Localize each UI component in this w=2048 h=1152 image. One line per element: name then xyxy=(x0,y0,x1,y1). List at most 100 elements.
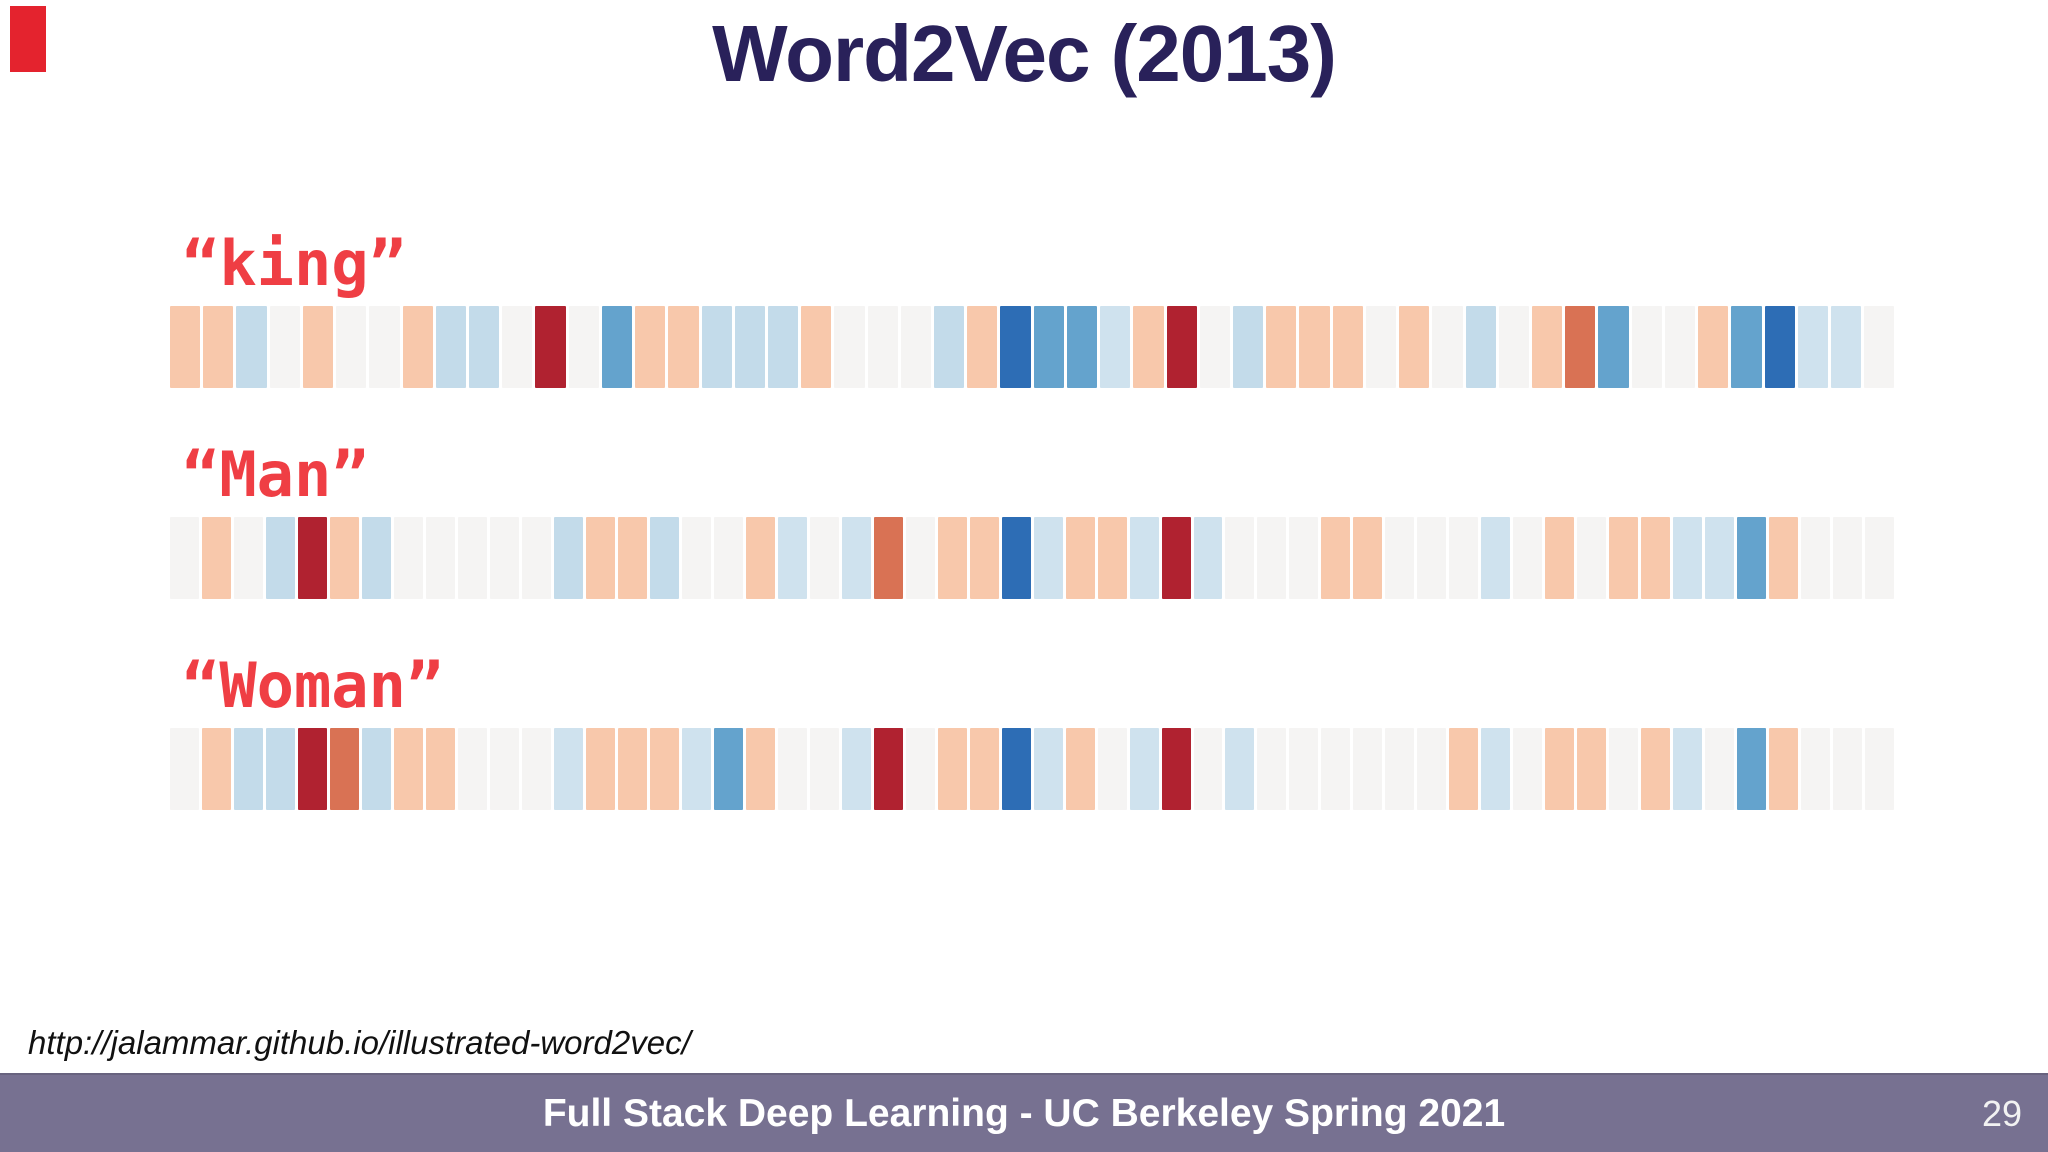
embedding-cell xyxy=(297,517,327,599)
embedding-cell xyxy=(841,728,871,810)
source-url: http://jalammar.github.io/illustrated-wo… xyxy=(28,1024,691,1061)
page-number: 29 xyxy=(1981,1092,2022,1134)
embedding-cell xyxy=(937,517,967,599)
embedding-cell xyxy=(601,306,633,388)
embedding-cell xyxy=(967,306,998,388)
embedding-cell xyxy=(457,517,487,599)
embedding-cell xyxy=(1001,517,1031,599)
embedding-strip xyxy=(170,306,1895,388)
embedding-cell xyxy=(937,728,967,810)
embedding-cell xyxy=(1864,306,1895,388)
embedding-cell xyxy=(201,728,231,810)
embedding-cell xyxy=(1737,728,1767,810)
embedding-cell xyxy=(649,728,679,810)
embedding-cell xyxy=(1764,306,1795,388)
embedding-cell xyxy=(265,517,295,599)
embedding-cell xyxy=(1199,306,1230,388)
embedding-cell xyxy=(1129,728,1159,810)
embedding-cell xyxy=(1417,728,1447,810)
embedding-cell xyxy=(1161,517,1191,599)
embedding-cell xyxy=(1833,728,1863,810)
embedding-cell xyxy=(1833,517,1863,599)
embedding-cell xyxy=(841,517,871,599)
embedding-cell xyxy=(489,728,519,810)
slide-title: Word2Vec (2013) xyxy=(712,9,1337,98)
embedding-cell xyxy=(1100,306,1131,388)
embedding-cell xyxy=(553,517,583,599)
embedding-cell xyxy=(1598,306,1629,388)
embedding-cell xyxy=(1449,728,1479,810)
embedding-strip xyxy=(170,728,1895,810)
embedding-cell xyxy=(649,517,679,599)
embedding-cell xyxy=(867,306,898,388)
word-label: “Woman” xyxy=(182,648,444,722)
embedding-cell xyxy=(170,728,199,810)
embedding-cell xyxy=(535,306,566,388)
embedding-cell xyxy=(1797,306,1828,388)
embedding-cell xyxy=(617,728,647,810)
embedding-cell xyxy=(369,306,400,388)
embedding-cell xyxy=(1233,306,1264,388)
embedding-cell xyxy=(1865,517,1895,599)
embedding-cell xyxy=(1332,306,1363,388)
embedding-cell xyxy=(1166,306,1197,388)
embedding-cell xyxy=(1289,517,1319,599)
embedding-cell xyxy=(1513,728,1543,810)
embedding-cell xyxy=(329,728,359,810)
embedding-cell xyxy=(1830,306,1862,388)
embedding-cell xyxy=(1673,728,1703,810)
embedding-cell xyxy=(1321,728,1351,810)
embedding-cell xyxy=(905,728,935,810)
embedding-cell xyxy=(1385,728,1415,810)
embedding-cell xyxy=(1033,517,1063,599)
embedding-cell xyxy=(265,728,295,810)
embedding-cell xyxy=(1066,306,1098,388)
embedding-cell xyxy=(1641,517,1671,599)
embedding-cell xyxy=(521,728,551,810)
embedding-cell xyxy=(1353,517,1383,599)
word-label: “Man” xyxy=(182,437,369,511)
embedding-cell xyxy=(934,306,965,388)
embedding-cell xyxy=(1609,517,1639,599)
embedding-cell xyxy=(809,517,839,599)
embedding-cell xyxy=(1001,728,1031,810)
embedding-rows: “king” “Man” “Woman” xyxy=(170,220,1895,853)
embedding-cell xyxy=(1498,306,1529,388)
embedding-cell xyxy=(1481,728,1511,810)
embedding-cell xyxy=(336,306,367,388)
embedding-strip xyxy=(170,517,1895,599)
embedding-cell xyxy=(203,306,234,388)
embedding-cell xyxy=(1565,306,1596,388)
embedding-cell xyxy=(777,728,807,810)
red-accent-block xyxy=(10,6,46,72)
embedding-row: “king” xyxy=(170,220,1895,388)
embedding-cell xyxy=(1737,517,1767,599)
embedding-cell xyxy=(1299,306,1330,388)
embedding-cell xyxy=(489,517,519,599)
embedding-cell xyxy=(1033,728,1063,810)
embedding-cell xyxy=(905,517,935,599)
embedding-cell xyxy=(745,517,775,599)
footer-bar: Full Stack Deep Learning - UC Berkeley S… xyxy=(0,1073,2048,1152)
embedding-cell xyxy=(1513,517,1543,599)
embedding-cell xyxy=(681,517,711,599)
embedding-cell xyxy=(777,517,807,599)
embedding-cell xyxy=(767,306,799,388)
embedding-cell xyxy=(435,306,466,388)
embedding-cell xyxy=(1065,728,1095,810)
embedding-cell xyxy=(233,517,263,599)
embedding-cell xyxy=(1673,517,1703,599)
embedding-cell xyxy=(269,306,300,388)
embedding-cell xyxy=(1365,306,1397,388)
embedding-cell xyxy=(1417,517,1447,599)
embedding-cell xyxy=(668,306,699,388)
embedding-cell xyxy=(1865,728,1895,810)
embedding-cell xyxy=(1801,728,1831,810)
embedding-cell xyxy=(1465,306,1496,388)
embedding-cell xyxy=(713,517,743,599)
embedding-row: “Woman” xyxy=(170,642,1895,810)
embedding-cell xyxy=(1289,728,1319,810)
embedding-cell xyxy=(1000,306,1031,388)
embedding-cell xyxy=(521,517,551,599)
embedding-cell xyxy=(969,517,999,599)
